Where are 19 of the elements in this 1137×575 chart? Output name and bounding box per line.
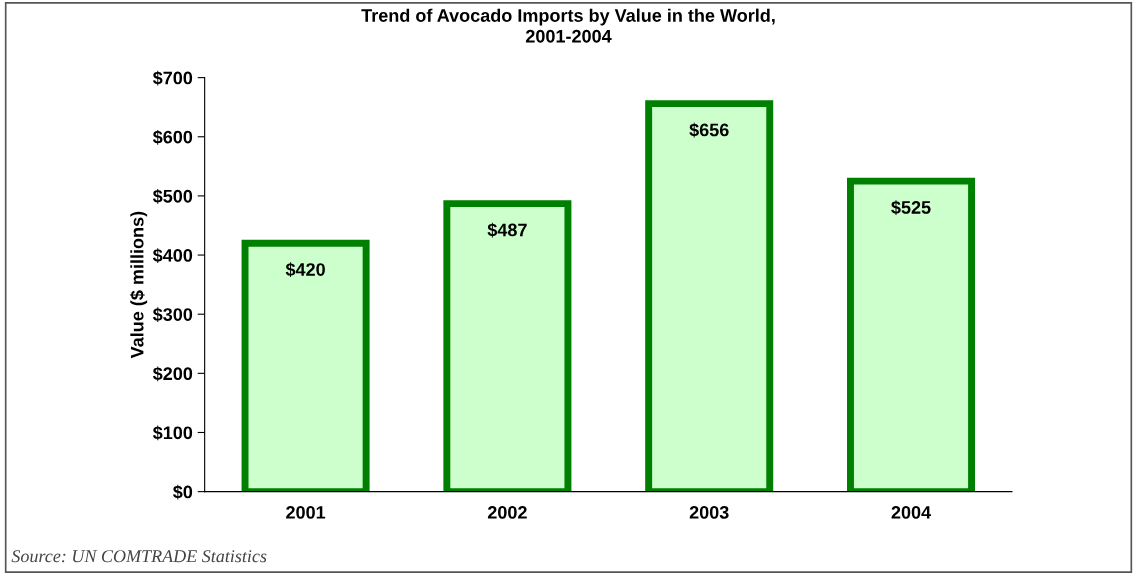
- y-tick-label: $200: [152, 366, 193, 382]
- data-label: $420: [285, 262, 325, 278]
- y-tick-label: $300: [152, 307, 193, 323]
- source-note: Source: UN COMTRADE Statistics: [11, 550, 267, 563]
- x-tick-label: 2001: [286, 505, 326, 519]
- data-label: $525: [891, 200, 931, 215]
- y-tick-label: $700: [152, 70, 193, 86]
- data-label: $656: [689, 122, 729, 138]
- data-label: $487: [487, 222, 527, 238]
- y-tick-label: $100: [152, 425, 193, 441]
- y-tick-label: $600: [152, 129, 193, 145]
- x-tick-label: 2004: [891, 505, 932, 519]
- y-tick-label: $0: [173, 484, 193, 500]
- chart-title: Trend of Avocado Imports by Value in the World, 2001-2004: [361, 8, 775, 43]
- x-tick-label: 2002: [487, 505, 527, 519]
- y-tick-label: $500: [152, 189, 193, 204]
- y-axis-title: Value ($ millions): [129, 211, 148, 359]
- x-tick-label: 2003: [689, 505, 729, 519]
- y-tick-label: $400: [152, 248, 193, 263]
